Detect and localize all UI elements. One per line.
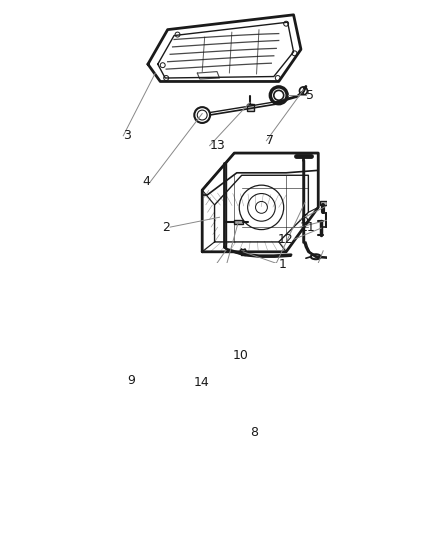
Text: 9: 9 <box>128 374 135 386</box>
Text: 5: 5 <box>306 89 314 102</box>
Text: 1: 1 <box>279 257 286 271</box>
Text: 2: 2 <box>162 221 170 233</box>
Text: 6: 6 <box>300 213 308 226</box>
Text: 11: 11 <box>300 221 316 233</box>
Text: 4: 4 <box>142 175 150 188</box>
Text: 8: 8 <box>250 425 258 439</box>
Bar <box>320 201 327 205</box>
Text: 13: 13 <box>210 139 226 152</box>
Text: 12: 12 <box>278 233 293 246</box>
Text: 3: 3 <box>123 130 131 142</box>
Text: 10: 10 <box>233 349 249 362</box>
Text: 14: 14 <box>194 376 209 389</box>
Bar <box>234 220 243 224</box>
Text: 7: 7 <box>266 134 274 147</box>
Bar <box>247 104 254 110</box>
